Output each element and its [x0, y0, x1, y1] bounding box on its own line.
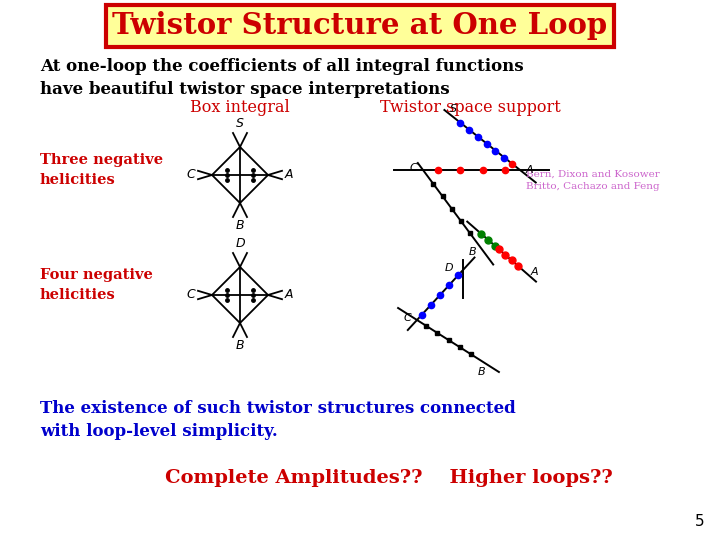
- Text: A: A: [285, 168, 294, 181]
- FancyBboxPatch shape: [106, 5, 614, 47]
- Text: C: C: [186, 288, 195, 301]
- Text: At one-loop the coefficients of all integral functions
have beautiful twistor sp: At one-loop the coefficients of all inte…: [40, 58, 523, 98]
- Text: 5: 5: [696, 515, 705, 530]
- Text: B: B: [478, 367, 486, 377]
- Text: C: C: [186, 168, 195, 181]
- Text: Twistor space support: Twistor space support: [379, 99, 560, 117]
- Text: S: S: [236, 117, 244, 130]
- Text: S: S: [451, 104, 458, 114]
- Text: C: C: [409, 163, 417, 173]
- Text: A: A: [526, 165, 534, 175]
- Text: Three negative
helicities: Three negative helicities: [40, 153, 163, 187]
- Text: The existence of such twistor structures connected
with loop-level simplicity.: The existence of such twistor structures…: [40, 400, 516, 441]
- Text: C: C: [403, 313, 411, 323]
- Text: B: B: [469, 247, 477, 257]
- Text: Twistor Structure at One Loop: Twistor Structure at One Loop: [112, 11, 608, 40]
- Text: B: B: [235, 339, 244, 352]
- Text: A: A: [285, 288, 294, 301]
- Text: A: A: [531, 267, 539, 277]
- Text: Four negative
helicities: Four negative helicities: [40, 268, 153, 302]
- Text: D: D: [444, 263, 453, 273]
- Text: B: B: [235, 219, 244, 232]
- Text: Bern, Dixon and Kosower
Britto, Cachazo and Feng: Bern, Dixon and Kosower Britto, Cachazo …: [526, 169, 660, 191]
- Text: Complete Amplitudes??    Higher loops??: Complete Amplitudes?? Higher loops??: [165, 469, 613, 487]
- Text: D: D: [235, 237, 245, 250]
- Text: Box integral: Box integral: [190, 99, 290, 117]
